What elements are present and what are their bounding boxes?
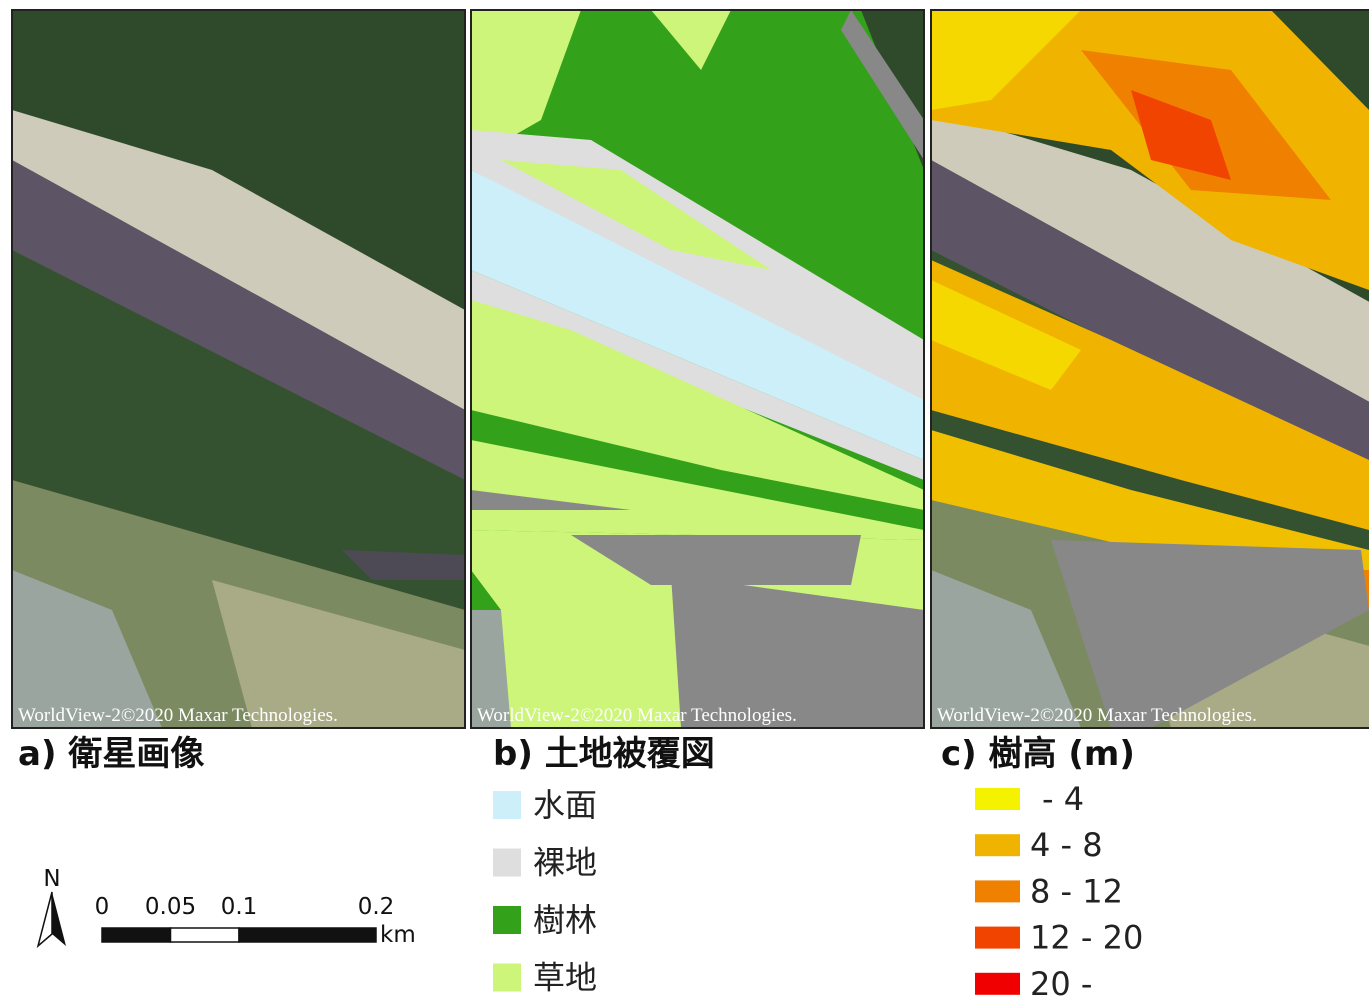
legend-label: - 4 <box>1042 780 1084 818</box>
legend-swatch <box>975 788 1020 810</box>
legend-label: 12 - 20 <box>1030 919 1143 957</box>
land-cover-panel <box>471 10 924 728</box>
legend-swatch <box>493 964 521 992</box>
scale-tick-label: 0.05 <box>145 894 196 920</box>
legend-swatch <box>975 927 1020 949</box>
scale-segment <box>171 928 240 942</box>
scale-tick-label: 0.2 <box>358 894 395 920</box>
legend-swatch <box>493 791 521 819</box>
image-credit: WorldView-2©2020 Maxar Technologies. <box>477 705 797 726</box>
north-arrow <box>38 892 52 946</box>
legend-label: 水面 <box>533 786 597 824</box>
panel-label: c) 樹高 (m) <box>941 734 1135 774</box>
north-arrow <box>52 892 66 946</box>
north-label: N <box>43 866 60 892</box>
legend-label: 4 - 8 <box>1030 826 1103 864</box>
legend-label: 樹林 <box>533 901 597 939</box>
legend-label: 裸地 <box>533 844 597 882</box>
legend-swatch <box>975 880 1020 902</box>
image-credit: WorldView-2©2020 Maxar Technologies. <box>937 705 1257 726</box>
panel-label: a) 衛星画像 <box>18 734 204 774</box>
legend-swatch <box>975 834 1020 856</box>
tree-height-panel <box>931 10 1369 728</box>
legend-swatch <box>975 973 1020 995</box>
scale-segment <box>239 928 376 942</box>
panel-label: b) 土地被覆図 <box>493 734 715 774</box>
scale-unit: km <box>380 922 416 948</box>
legend-swatch <box>493 906 521 934</box>
legend-label: 20 - <box>1030 965 1092 996</box>
legend-swatch <box>493 849 521 877</box>
satellite-panel <box>12 10 465 728</box>
legend-label: 草地 <box>533 959 597 996</box>
image-credit: WorldView-2©2020 Maxar Technologies. <box>18 705 338 726</box>
scale-tick-label: 0.1 <box>221 894 258 920</box>
legend-label: 8 - 12 <box>1030 872 1123 910</box>
figure: N WorldView-2©2020 Maxar Technologies. a)… <box>0 0 1369 996</box>
scale-segment <box>102 928 171 942</box>
scale-tick-label: 0 <box>95 894 110 920</box>
